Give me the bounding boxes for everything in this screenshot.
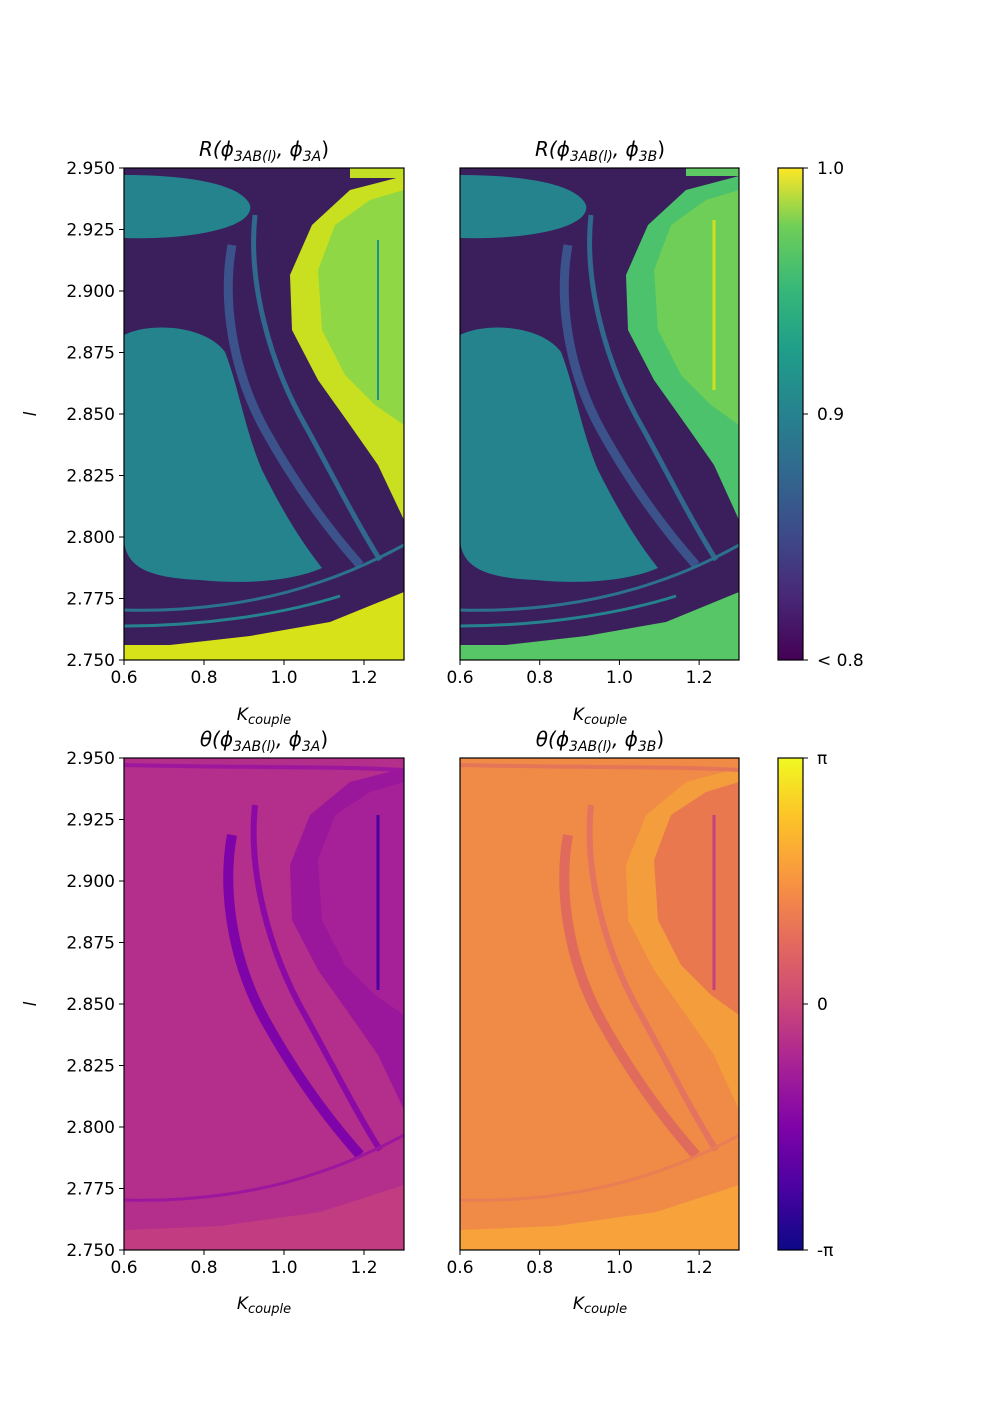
panel-theta-3a bbox=[123, 757, 405, 1251]
ylabel-theta-3a: l bbox=[21, 1001, 41, 1006]
y-tick-label-theta-3a: 2.825 bbox=[66, 1057, 115, 1077]
x-tick-label-theta-3a: 1.2 bbox=[350, 1258, 377, 1278]
y-tick-label-theta-3a: 2.750 bbox=[66, 1241, 115, 1261]
colorbar-r-tick-label: 1.0 bbox=[817, 159, 844, 179]
ticks-layer: 0.6 0.8 1.0 1.2 2.750 2.775 2.800 2.825 2.850 2.8… bbox=[66, 159, 863, 1278]
panel-theta-3b bbox=[459, 757, 740, 1251]
x-tick-label-r-3b: 1.2 bbox=[686, 668, 713, 688]
xlabel-r-3b: Kcouple bbox=[573, 705, 627, 728]
x-tick-label-theta-3b: 1.0 bbox=[606, 1258, 633, 1278]
y-tick-label-r-3a: 2.950 bbox=[66, 159, 115, 179]
y-tick-label-theta-3a: 2.850 bbox=[66, 995, 115, 1015]
heatmap-theta-3b bbox=[460, 758, 739, 1250]
y-tick-label-r-3a: 2.925 bbox=[66, 221, 115, 241]
x-tick-label-theta-3a: 0.8 bbox=[190, 1258, 217, 1278]
x-tick-label-theta-3b: 0.6 bbox=[446, 1258, 473, 1278]
x-tick-label-theta-3b: 0.8 bbox=[526, 1258, 553, 1278]
colorbar-r bbox=[777, 167, 804, 661]
title-theta-3b: θ(ϕ3AB(l), ϕ3B) bbox=[536, 727, 664, 755]
colorbar-theta-tick-label: π bbox=[817, 749, 827, 769]
y-tick-label-theta-3a: 2.775 bbox=[66, 1180, 115, 1200]
heatmap-r-3a bbox=[124, 168, 404, 660]
y-tick-label-theta-3a: 2.800 bbox=[66, 1118, 115, 1138]
x-tick-label-r-3a: 0.6 bbox=[110, 668, 137, 688]
colorbar-theta bbox=[777, 757, 804, 1251]
y-tick-label-r-3a: 2.750 bbox=[66, 651, 115, 671]
x-tick-label-theta-3a: 0.6 bbox=[110, 1258, 137, 1278]
x-tick-label-theta-3a: 1.0 bbox=[270, 1258, 297, 1278]
y-tick-label-theta-3a: 2.950 bbox=[66, 749, 115, 769]
colorbar-theta-tick-label: 0 bbox=[817, 995, 828, 1015]
colorbar-r-tick-label: 0.9 bbox=[817, 405, 844, 425]
y-tick-label-r-3a: 2.875 bbox=[66, 344, 115, 364]
y-tick-label-r-3a: 2.850 bbox=[66, 405, 115, 425]
colorbar-theta-tick-label: -π bbox=[817, 1241, 833, 1261]
y-tick-label-theta-3a: 2.875 bbox=[66, 934, 115, 954]
heatmap-r-3b bbox=[460, 168, 739, 660]
x-tick-label-theta-3b: 1.2 bbox=[686, 1258, 713, 1278]
title-r-3a: R(ϕ3AB(l), ϕ3A) bbox=[199, 137, 329, 165]
xlabel-theta-3b: Kcouple bbox=[573, 1294, 627, 1317]
x-tick-label-r-3a: 1.0 bbox=[270, 668, 297, 688]
colorbar-r-tick-label: < 0.8 bbox=[817, 651, 864, 671]
title-theta-3a: θ(ϕ3AB(l), ϕ3A) bbox=[200, 727, 328, 755]
y-tick-label-r-3a: 2.800 bbox=[66, 528, 115, 548]
x-tick-label-r-3a: 1.2 bbox=[350, 668, 377, 688]
title-r-3b: R(ϕ3AB(l), ϕ3B) bbox=[535, 137, 665, 165]
y-tick-label-theta-3a: 2.900 bbox=[66, 872, 115, 892]
xlabel-r-3a: Kcouple bbox=[237, 705, 291, 728]
y-tick-label-r-3a: 2.825 bbox=[66, 467, 115, 487]
y-tick-label-r-3a: 2.775 bbox=[66, 590, 115, 610]
ylabel-r-3a: l bbox=[21, 411, 41, 416]
x-tick-label-r-3b: 1.0 bbox=[606, 668, 633, 688]
panel-r-3b bbox=[459, 167, 740, 661]
y-tick-label-theta-3a: 2.925 bbox=[66, 811, 115, 831]
x-tick-label-r-3a: 0.8 bbox=[190, 668, 217, 688]
heatmap-theta-3a bbox=[124, 758, 404, 1250]
x-tick-label-r-3b: 0.8 bbox=[526, 668, 553, 688]
panel-r-3a bbox=[123, 167, 405, 661]
x-tick-label-r-3b: 0.6 bbox=[446, 668, 473, 688]
xlabel-theta-3a: Kcouple bbox=[237, 1294, 291, 1317]
y-tick-label-r-3a: 2.900 bbox=[66, 282, 115, 302]
